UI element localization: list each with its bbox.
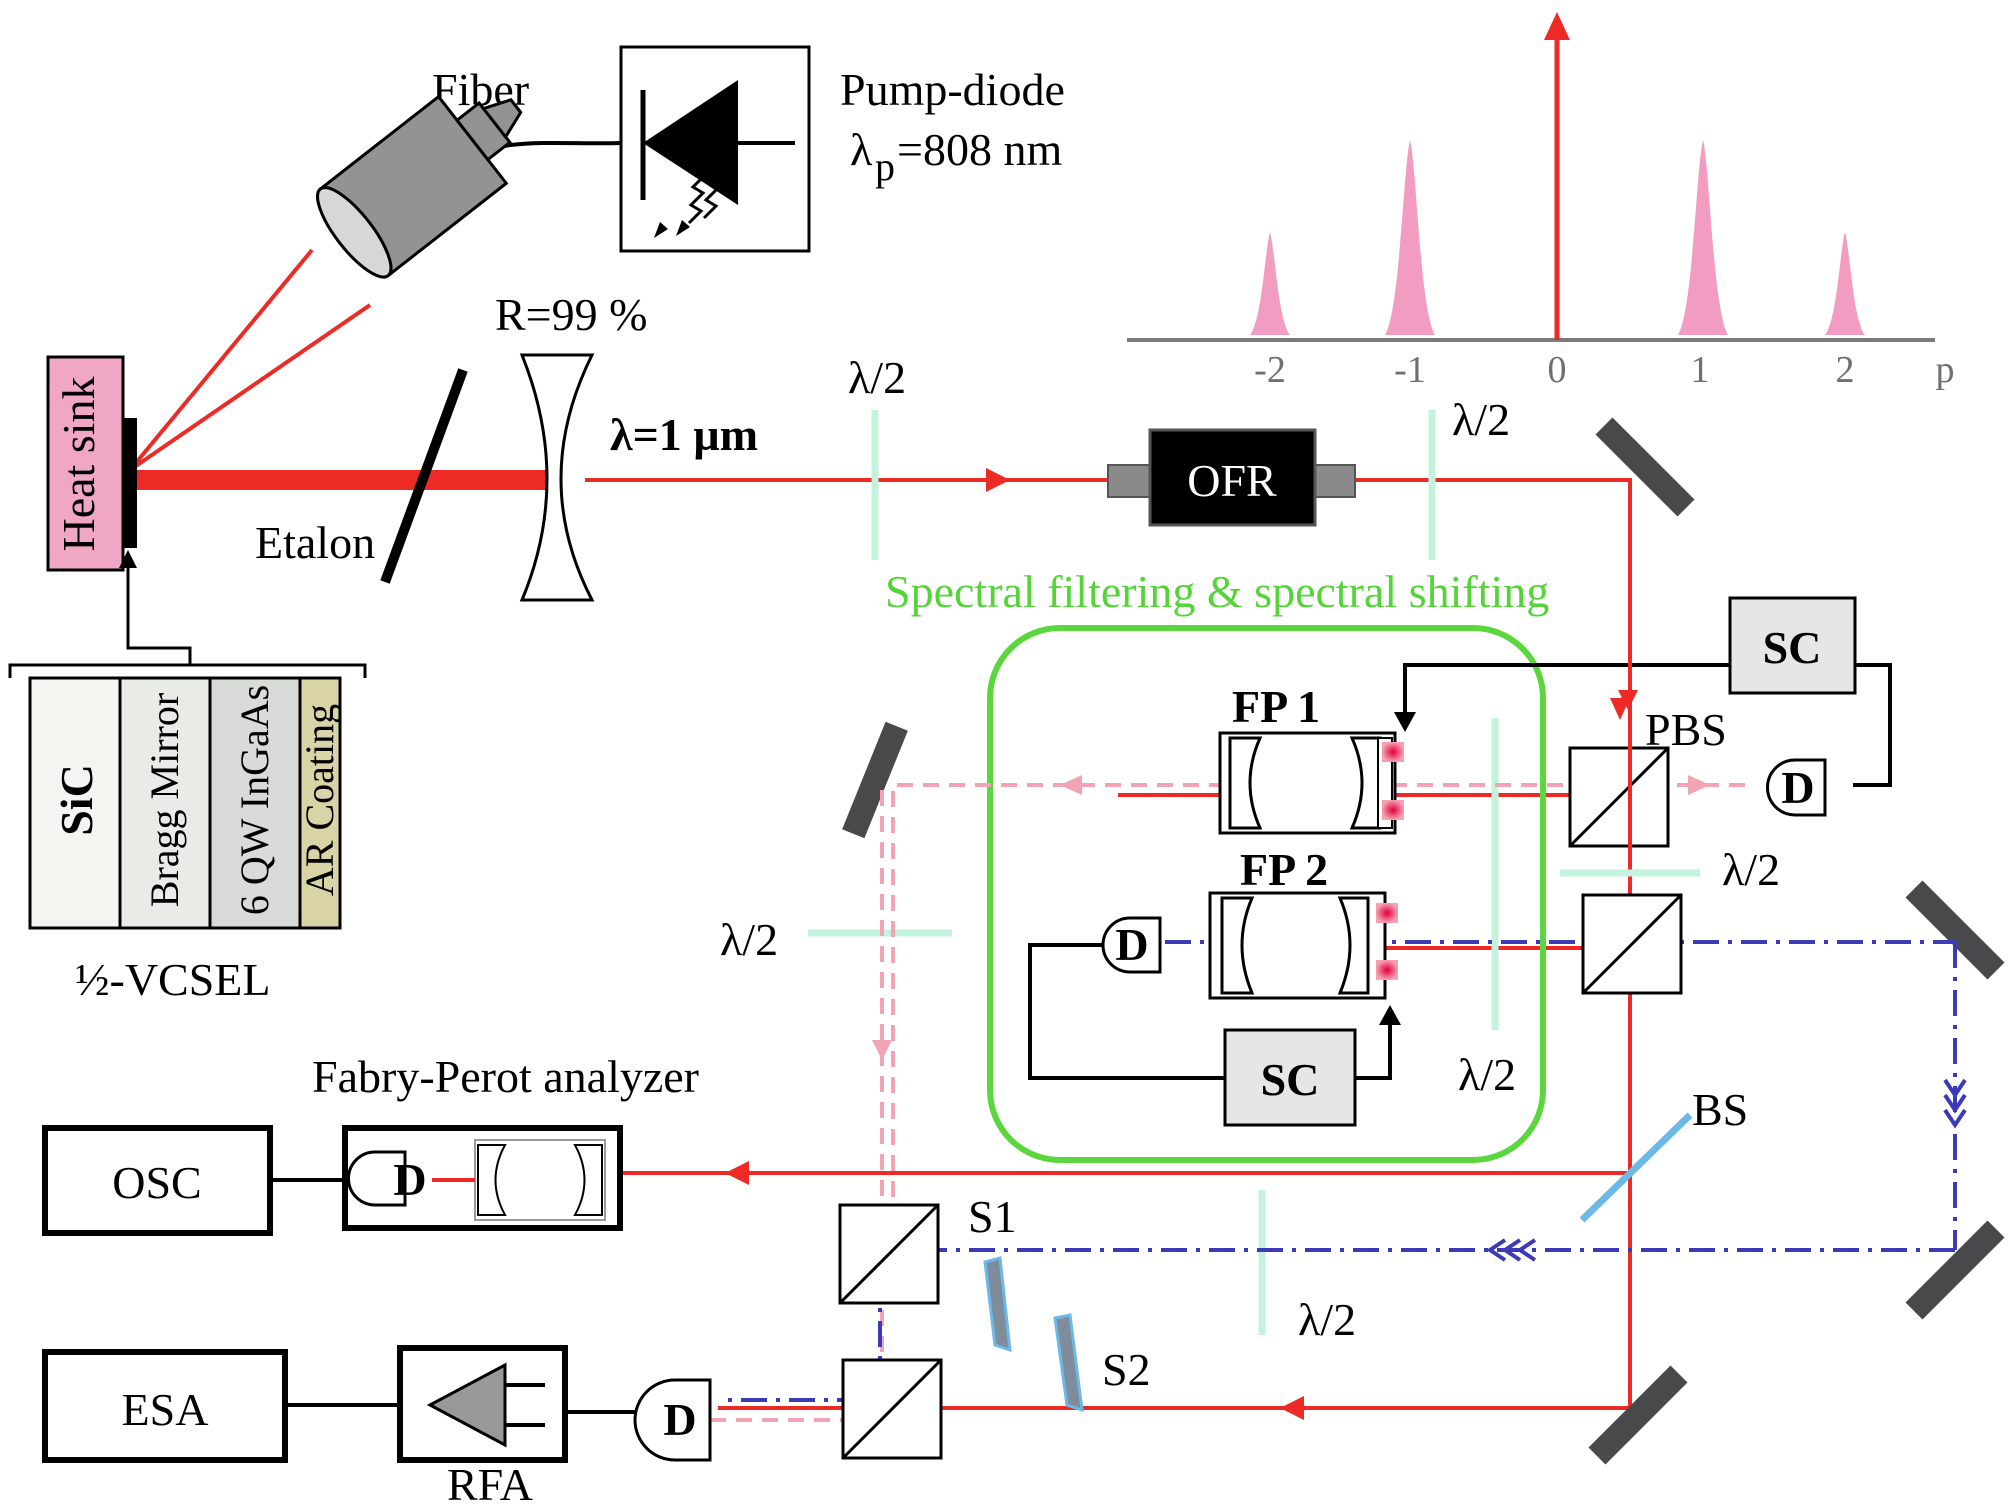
- bs-label: BS: [1692, 1084, 1748, 1135]
- sc-bottom-label: SC: [1261, 1054, 1320, 1105]
- pump-diode-label: Pump-diode: [840, 64, 1065, 115]
- peak-plus-1: [1678, 140, 1728, 335]
- layer-qw-ingaas: 6 QW InGaAs: [232, 685, 277, 915]
- spectral-box-label: Spectral filtering & spectral shifting: [885, 566, 1549, 617]
- tick-0: 0: [1548, 349, 1567, 391]
- mirror-top-right: [1595, 417, 1695, 517]
- detector-fp2: [1101, 916, 1162, 974]
- ofr-box: [1148, 428, 1317, 527]
- collimator-lens: [316, 94, 523, 279]
- main-beam-path: [405, 478, 1632, 1410]
- layer-sic: SiC: [51, 764, 102, 836]
- pink-arrow-3: [872, 1040, 892, 1060]
- etalon-label: Etalon: [255, 517, 375, 568]
- ofr-left-port: [1107, 464, 1154, 498]
- vcsel-layer-stack: [28, 676, 342, 930]
- fp-analyzer-detector: [347, 1150, 407, 1207]
- detector-pbs-label: D: [1781, 762, 1814, 813]
- mirror-right-upper: [1905, 880, 2005, 980]
- vcsel-label: ½-VCSEL: [75, 954, 271, 1005]
- spectrum-peaks: [1250, 140, 1865, 335]
- osc-label: OSC: [112, 1157, 201, 1208]
- fp2-cavity: [1208, 891, 1398, 1000]
- blue-arrows-left: [1486, 1238, 1537, 1262]
- pump-wavelength-value: =808 nm: [897, 124, 1062, 175]
- output-mirror: [519, 353, 595, 602]
- rfa-amplifier-icon: [426, 1362, 507, 1448]
- half-wave-label-2: λ/2: [1452, 394, 1510, 445]
- pump-lambda: λ: [850, 124, 873, 175]
- esa-label: ESA: [122, 1384, 209, 1435]
- blue-arrows-down: [1943, 1078, 1967, 1129]
- spectrum-inset: -2 -1 0 1 2 p: [1127, 12, 1955, 391]
- vcsel-pointer-arrow: [126, 560, 192, 665]
- pump-beams: [128, 248, 372, 472]
- shutter-s2: [1053, 1313, 1084, 1413]
- half-wave-label-5: λ/2: [1458, 1049, 1516, 1100]
- detector-pbs: [1766, 758, 1827, 817]
- half-wave-label-6: λ/2: [1298, 1294, 1356, 1345]
- beam-arrow-1: [986, 468, 1010, 492]
- half-wave-label-3: λ/2: [1722, 844, 1780, 895]
- control-wires: [1028, 663, 1892, 1080]
- layer-bragg-mirror: Bragg Mirror: [142, 693, 187, 907]
- peak-minus-1: [1385, 140, 1435, 335]
- half-wave-label-1: λ/2: [848, 352, 906, 403]
- spectral-filter-box: [987, 625, 1546, 1163]
- fp1-cavity: [1218, 731, 1404, 835]
- sc-box-top: [1728, 596, 1857, 695]
- mirror-left-fp: [842, 721, 908, 839]
- tick-plus-2: 2: [1836, 349, 1855, 391]
- s2-label: S2: [1102, 1344, 1151, 1395]
- detector-fp2-label: D: [1115, 919, 1148, 970]
- tick-plus-1: 1: [1691, 349, 1710, 391]
- fp2-label: FP 2: [1240, 844, 1328, 895]
- half-wave-label-4: λ/2: [720, 914, 778, 965]
- spectrum-axis-label: p: [1936, 349, 1955, 391]
- mirror-bottom-right: [1588, 1365, 1688, 1465]
- beam-splitter-bs: [1579, 1112, 1693, 1223]
- pbs-cubes: [838, 746, 1683, 1460]
- vcsel-chip: [122, 418, 137, 548]
- ofr-right-port: [1309, 464, 1356, 498]
- detector-esa: [633, 1378, 712, 1462]
- heat-sink-label: Heat sink: [53, 376, 104, 551]
- mirror-right-lower: [1905, 1220, 2005, 1320]
- pump-diode: [619, 45, 811, 253]
- mirror-reflectivity-label: R=99 %: [495, 289, 647, 340]
- rfa-label: RFA: [447, 1459, 533, 1505]
- heat-sink: [46, 355, 125, 572]
- pink-arrow-2: [1688, 775, 1710, 795]
- peak-minus-2: [1250, 232, 1290, 335]
- carrier-arrowhead: [1544, 12, 1570, 40]
- peak-plus-2: [1825, 232, 1865, 335]
- s1-label: S1: [968, 1191, 1017, 1242]
- shutter-s1: [983, 1256, 1012, 1353]
- osc-box: [42, 1125, 273, 1236]
- vcsel-brace: [8, 663, 367, 678]
- wire-arrow-fp1: [1394, 712, 1416, 732]
- pink-arrow-1: [1060, 775, 1082, 795]
- wavelength-label: λ=1 µm: [610, 409, 758, 460]
- mirrors: [842, 417, 2005, 1465]
- tick-minus-1: -1: [1394, 349, 1426, 391]
- fp-analyzer-detector-label: D: [393, 1154, 426, 1205]
- beam-arrow-4: [1280, 1396, 1304, 1420]
- detector-esa-label: D: [663, 1394, 696, 1445]
- ofr-label: OFR: [1187, 455, 1277, 506]
- wire-arrow-fp2: [1379, 1005, 1401, 1025]
- fp-analyzer-label: Fabry-Perot analyzer: [312, 1051, 699, 1102]
- etalon: [380, 368, 468, 584]
- pump-lambda-sub: p: [875, 144, 895, 189]
- fp1-label: FP 1: [1232, 681, 1320, 732]
- beam-arrow-3: [725, 1161, 749, 1185]
- pbs-label: PBS: [1645, 704, 1727, 755]
- tick-minus-2: -2: [1254, 349, 1286, 391]
- sc-top-label: SC: [1763, 622, 1822, 673]
- layer-ar-coating: AR Coating: [297, 704, 342, 896]
